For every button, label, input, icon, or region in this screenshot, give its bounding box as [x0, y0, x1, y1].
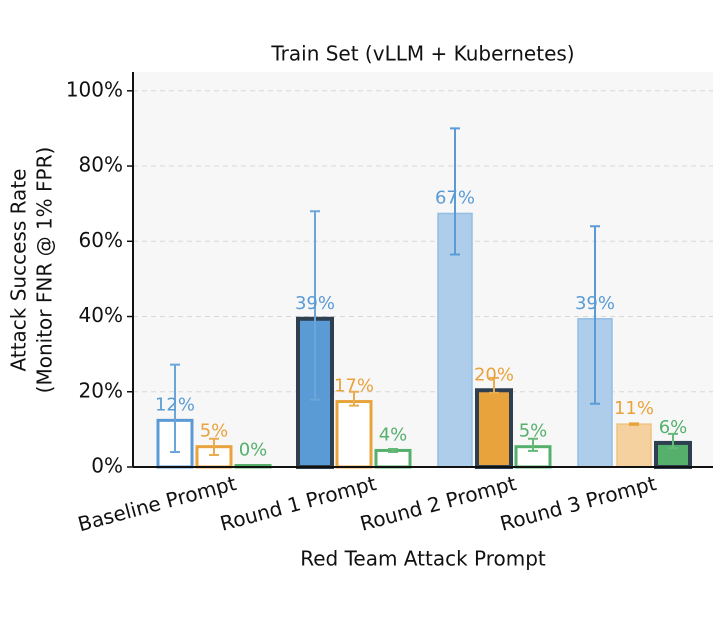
value-label: 12% [155, 394, 195, 415]
x-axis-label: Red Team Attack Prompt [300, 547, 546, 571]
value-label: 11% [614, 398, 654, 419]
y-tick-label: 20% [79, 378, 123, 402]
bar [616, 423, 652, 468]
x-tick-label: Round 3 Prompt [498, 471, 659, 536]
value-label: 0% [239, 439, 268, 460]
bar [475, 388, 513, 469]
value-label: 67% [435, 187, 475, 208]
error-bar [629, 422, 639, 426]
value-label: 4% [379, 424, 408, 445]
error-bar [668, 432, 678, 450]
y-tick-label: 80% [79, 153, 123, 177]
value-label: 20% [474, 364, 514, 385]
value-label: 6% [659, 417, 688, 438]
error-bar [388, 447, 398, 453]
error-bar [590, 225, 600, 405]
value-label: 5% [200, 421, 229, 442]
error-bar [310, 210, 320, 401]
plot-area [133, 72, 713, 467]
error-bar [489, 376, 499, 394]
y-tick-label: 40% [79, 303, 123, 327]
x-tick-label: Round 2 Prompt [358, 471, 519, 536]
y-tick-label: 60% [79, 228, 123, 252]
value-label: 39% [575, 293, 615, 314]
bar [437, 212, 473, 468]
value-label: 17% [334, 376, 374, 397]
bar [335, 400, 373, 469]
x-tick-label: Round 1 Prompt [218, 471, 379, 536]
y-axis-label: Attack Success Rate [7, 169, 31, 372]
error-bar [450, 127, 460, 256]
x-tick-label: Baseline Prompt [75, 471, 239, 536]
value-label: 5% [519, 421, 548, 442]
y-tick-label: 0% [91, 454, 123, 478]
y-axis-label: (Monitor FNR @ 1% FPR) [33, 147, 57, 394]
error-bar [209, 437, 219, 456]
value-label: 39% [295, 293, 335, 314]
y-tick-label: 100% [66, 77, 123, 101]
error-bar [170, 363, 180, 453]
error-bar [349, 390, 359, 407]
error-bar [528, 437, 538, 452]
chart-title: Train Set (vLLM + Kubernetes) [270, 42, 574, 66]
